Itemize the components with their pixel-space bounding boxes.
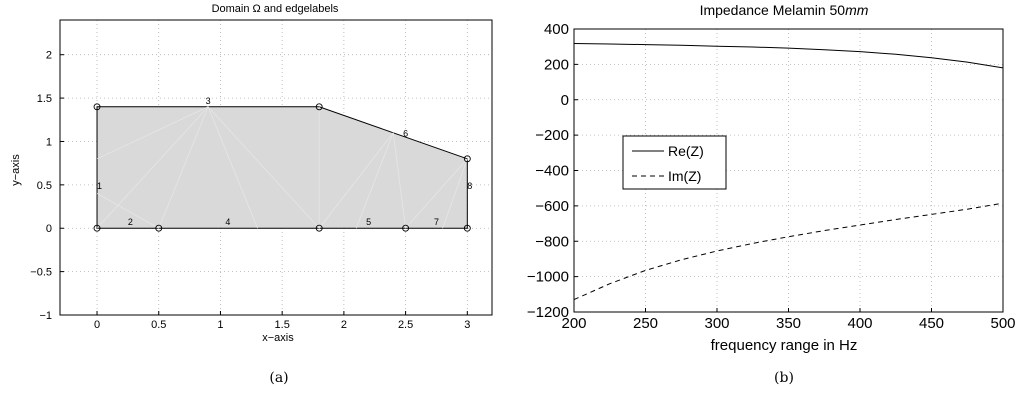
domain-polygon	[96, 106, 468, 229]
b-x-tick-label-5: 450	[919, 315, 944, 332]
b-x-tick-label-4: 400	[847, 315, 872, 332]
mesh-lines	[96, 106, 468, 229]
b-y-tick-label-1: 200	[544, 56, 569, 73]
y-tick-label-4: 1	[46, 136, 52, 148]
x-tick-label-5: 2.5	[398, 319, 413, 331]
legend-label-re: Re(Z)	[668, 143, 704, 159]
impedance-title-unit: mm	[845, 2, 869, 18]
impedance-plot: Impedance Melamin 50mm 200 250 300 350 400 45…	[527, 2, 1016, 386]
vertex-marker-0	[93, 224, 101, 232]
mesh-line-1	[96, 106, 209, 229]
y-tick-label-6: 2	[46, 50, 52, 62]
mesh-line-11	[96, 193, 159, 229]
edge-label-3: 3	[206, 96, 211, 106]
legend-box	[622, 135, 727, 190]
b-x-tick-label-2: 300	[704, 315, 729, 332]
impedance-axis-ticks: 200 250 300 350 400 450 500 400 200 0 −200 −400 −600…	[527, 21, 1016, 332]
caption-a: (a)	[269, 370, 288, 386]
mesh-line-0	[96, 106, 209, 160]
x-tick-label-2: 1	[217, 319, 223, 331]
b-y-tick-label-7: −1000	[527, 269, 569, 286]
vertex-marker-4	[463, 224, 471, 232]
series-line-rez	[573, 43, 1004, 69]
domain-x-axis-label: x−axis	[262, 332, 294, 344]
domain-plot-title: Domain Ω and edgelabels	[212, 3, 339, 15]
impedance-series	[573, 43, 1004, 301]
b-x-tick-label-1: 250	[633, 315, 658, 332]
mesh-line-2	[158, 106, 209, 229]
domain-plot-frame	[59, 19, 493, 316]
legend-label-im: Im(Z)	[668, 168, 701, 184]
x-tick-label-6: 3	[464, 319, 470, 331]
edge-label-7: 7	[434, 217, 439, 227]
b-y-tick-label-4: −400	[535, 163, 569, 180]
edge-label-1: 1	[97, 181, 102, 191]
domain-vertices	[93, 103, 471, 232]
b-y-tick-label-0: 400	[544, 21, 569, 38]
edge-labels: 1 2 3 4 5 6 7 8	[97, 96, 472, 227]
mesh-line-4	[207, 106, 258, 229]
x-tick-label-4: 2	[341, 319, 347, 331]
b-y-tick-label-8: −1200	[527, 304, 569, 321]
b-y-tick-label-6: −800	[535, 233, 569, 250]
b-x-tick-label-6: 500	[990, 315, 1015, 332]
x-tick-label-1: 0.5	[151, 319, 166, 331]
y-tick-label-2: 0	[46, 223, 52, 235]
mesh-line-6	[318, 132, 394, 229]
impedance-plot-title: Impedance Melamin 50mm	[700, 2, 869, 18]
x-tick-label-3: 1.5	[275, 319, 290, 331]
caption-b: (b)	[774, 370, 794, 386]
vertex-marker-6	[315, 103, 323, 111]
y-tick-label-0: −1	[39, 310, 52, 322]
y-tick-label-1: −0.5	[30, 267, 52, 279]
impedance-x-axis-label: frequency range in Hz	[711, 337, 858, 354]
edge-label-6: 6	[403, 128, 408, 138]
domain-plot: Domain Ω and edgelabels 1 2 3 4 5 6 7 8 0 0.5 1 1.…	[10, 3, 493, 386]
mesh-line-10	[442, 158, 468, 229]
b-y-tick-label-3: −200	[535, 127, 569, 144]
b-y-tick-label-5: −600	[535, 198, 569, 215]
edge-label-4: 4	[225, 217, 230, 227]
vertex-marker-3	[402, 224, 410, 232]
vertex-marker-2	[315, 224, 323, 232]
mesh-line-9	[405, 158, 468, 229]
domain-axis-ticks: 0 0.5 1 1.5 2 2.5 3 −1 −0.5 0 0.5 1 1.5 2	[30, 50, 470, 331]
vertex-marker-1	[155, 224, 163, 232]
edge-label-8: 8	[467, 181, 472, 191]
vertex-marker-7	[93, 103, 101, 111]
domain-y-axis-label: y−axis	[10, 154, 22, 186]
impedance-legend: Re(Z) Im(Z)	[622, 135, 727, 190]
vertex-marker-5	[463, 155, 471, 163]
series-line-imz	[573, 202, 1004, 301]
edge-label-2: 2	[128, 217, 133, 227]
b-x-tick-label-3: 350	[776, 315, 801, 332]
mesh-line-3	[207, 106, 320, 229]
b-x-tick-label-0: 200	[561, 315, 586, 332]
impedance-title-text: Impedance Melamin 50	[700, 2, 846, 18]
mesh-line-8	[392, 132, 406, 229]
mesh-line-7	[355, 132, 394, 229]
b-y-tick-label-2: 0	[561, 92, 569, 109]
x-tick-label-0: 0	[94, 319, 100, 331]
y-tick-label-3: 0.5	[37, 180, 52, 192]
edge-label-5: 5	[366, 217, 371, 227]
y-tick-label-5: 1.5	[37, 93, 52, 105]
